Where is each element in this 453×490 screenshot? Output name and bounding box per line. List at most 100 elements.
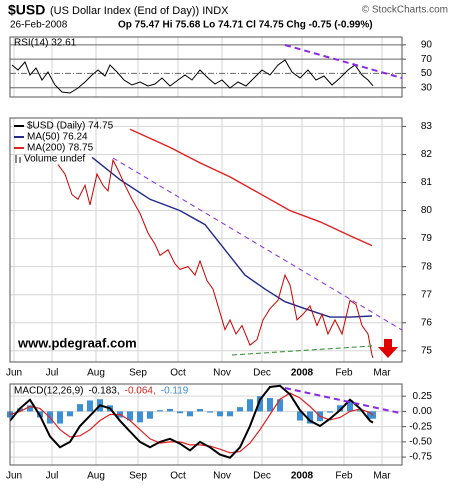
x-tick-label: Jun <box>6 471 22 482</box>
histogram-bar <box>257 396 263 412</box>
price-line <box>91 156 373 318</box>
histogram-bar <box>357 410 363 412</box>
y-tick-label: 82 <box>421 149 433 160</box>
x-tick-label: Oct <box>170 471 186 482</box>
histogram-bar <box>197 408 203 412</box>
macd-line <box>10 384 374 459</box>
x-tick-label: Jul <box>46 471 59 482</box>
histogram-bar <box>237 407 243 412</box>
panel-bg <box>10 37 402 97</box>
y-tick-label: 77 <box>421 289 433 300</box>
arrow-head <box>378 347 398 358</box>
arrow-shaft <box>384 339 392 348</box>
plot-layer: 90 70 50 30 RSI(14) 32.61 Jun Jul Aug Sep Oct Nov D… <box>6 36 433 482</box>
histogram-bar <box>227 411 233 417</box>
y-tick-label: -0.50 <box>409 436 432 447</box>
y-tick-label: 0.00 <box>413 406 433 417</box>
price-trendline <box>112 157 403 331</box>
quote: Op 75.47 Hi 75.68 Lo 74.71 Cl 74.75 Chg … <box>118 20 373 31</box>
y-tick-label: 81 <box>421 177 433 188</box>
histogram-bar <box>147 411 153 419</box>
y-tick-label: 80 <box>421 205 433 216</box>
y-tick-label: 83 <box>421 121 433 132</box>
x-tick-label: Oct <box>170 368 186 379</box>
x-tick-label: Feb <box>335 471 353 482</box>
histogram-bar <box>347 400 353 412</box>
x-tick-label: Mar <box>373 471 391 482</box>
legend-label: -0.064, <box>125 386 156 397</box>
x-tick-label: Jul <box>46 368 59 379</box>
y-tick-label: 0.25 <box>413 391 433 402</box>
y-tick-label: 50 <box>421 68 433 79</box>
copyright: © StockCharts.com <box>362 5 448 16</box>
histogram-bar <box>27 405 33 412</box>
legend-label: -0.119 <box>161 386 189 397</box>
histogram-bar <box>247 399 253 412</box>
y-tick-label: 75 <box>421 345 433 356</box>
histogram-bar <box>87 400 93 412</box>
y-tick-label: -0.75 <box>409 452 432 463</box>
x-tick-label: Nov <box>213 368 231 379</box>
legend-swatch <box>19 157 21 163</box>
legend-label: MA(200) 78.75 <box>27 143 94 154</box>
histogram-bar <box>77 404 83 412</box>
legend-swatch <box>15 155 17 163</box>
date: 26-Feb-2008 <box>10 20 68 31</box>
x-tick-label: Dec <box>253 368 271 379</box>
panel-frame <box>9 383 403 466</box>
support-line <box>231 345 373 356</box>
x-tick-label: 2008 <box>291 368 314 379</box>
x-tick-label: Aug <box>87 368 105 379</box>
x-tick-label: Feb <box>335 368 353 379</box>
legend-label: -0.183, <box>88 386 119 397</box>
price-line <box>129 128 373 247</box>
y-tick-label: 90 <box>421 39 433 50</box>
panel-bg <box>10 384 402 465</box>
histogram-bar <box>67 411 73 417</box>
histogram-bar <box>267 398 273 412</box>
chart-title: (US Dollar Index (End of Day)) INDX <box>50 5 229 17</box>
histogram-bar <box>217 411 223 417</box>
histogram-bar <box>327 411 333 413</box>
x-tick-label: Aug <box>87 471 105 482</box>
annotation: www.pdegraaf.com <box>17 335 137 350</box>
trendlines <box>112 44 403 414</box>
panel-bg <box>10 118 402 362</box>
x-tick-label: 2008 <box>291 471 314 482</box>
histogram-bar <box>337 405 343 412</box>
panel-label: RSI(14) 32.61 <box>14 38 77 49</box>
histogram-bar <box>207 411 213 413</box>
price-line <box>57 158 374 358</box>
y-tick-label: 30 <box>421 82 433 93</box>
histogram-bar <box>297 411 303 421</box>
histogram-bar <box>277 399 283 412</box>
histogram-bar <box>187 411 193 417</box>
x-tick-label: Sep <box>129 368 147 379</box>
legend-label: $USD (Daily) 74.75 <box>27 121 114 132</box>
x-tick-label: Sep <box>129 471 147 482</box>
legend-label: MA(50) 76.24 <box>27 132 88 143</box>
panel-frame <box>9 36 403 98</box>
y-tick-label: 79 <box>421 233 433 244</box>
rsi-line <box>11 59 374 94</box>
x-tick-label: Dec <box>253 471 271 482</box>
panel-label: MACD(12,26,9) <box>14 386 83 397</box>
histogram-bar <box>307 411 313 424</box>
histogram-bar <box>57 411 63 424</box>
panel-frame <box>9 117 403 363</box>
histogram-bar <box>177 411 183 414</box>
y-tick-label: 76 <box>421 317 433 328</box>
y-tick-label: 70 <box>421 54 433 65</box>
x-tick-label: Jun <box>6 368 22 379</box>
histogram-bar <box>137 411 143 423</box>
histogram-bar <box>127 411 133 421</box>
legend-label: Volume undef <box>24 154 85 165</box>
x-tick-label: Mar <box>373 368 391 379</box>
y-tick-label: -0.25 <box>409 421 432 432</box>
y-tick-label: 78 <box>421 261 433 272</box>
x-tick-label: Nov <box>213 471 231 482</box>
histogram-bar <box>167 408 173 412</box>
symbol: $USD <box>8 2 45 18</box>
rsi-trendline <box>284 44 403 79</box>
